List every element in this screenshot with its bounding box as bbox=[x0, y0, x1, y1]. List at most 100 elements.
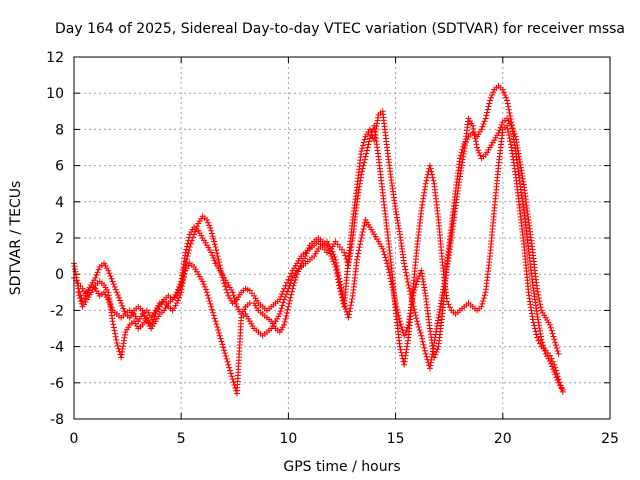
data-point bbox=[507, 138, 514, 145]
data-point bbox=[359, 145, 366, 152]
data-point bbox=[292, 276, 299, 283]
data-point bbox=[212, 244, 219, 251]
data-point bbox=[174, 286, 181, 293]
data-point bbox=[408, 294, 415, 301]
data-point bbox=[430, 177, 437, 184]
data-point bbox=[479, 123, 486, 130]
data-point bbox=[473, 141, 480, 148]
data-point bbox=[411, 309, 418, 316]
data-point bbox=[209, 306, 216, 313]
data-point bbox=[404, 324, 411, 331]
data-point bbox=[224, 289, 231, 296]
data-point bbox=[354, 253, 361, 260]
data-point bbox=[229, 289, 236, 296]
data-point bbox=[537, 301, 544, 308]
data-point bbox=[484, 109, 491, 116]
data-point bbox=[432, 351, 439, 358]
data-point bbox=[403, 269, 410, 276]
data-point bbox=[222, 283, 229, 290]
data-point bbox=[296, 265, 303, 272]
data-point bbox=[540, 345, 547, 352]
data-point bbox=[94, 269, 101, 276]
data-point bbox=[552, 339, 559, 346]
data-point bbox=[382, 254, 389, 261]
data-point bbox=[218, 338, 225, 345]
data-point bbox=[362, 153, 369, 160]
data-point bbox=[419, 335, 426, 342]
data-point bbox=[535, 294, 542, 301]
data-point bbox=[201, 283, 208, 290]
data-point bbox=[384, 263, 391, 270]
data-point bbox=[472, 135, 479, 142]
data-point bbox=[363, 150, 370, 157]
data-point bbox=[423, 177, 430, 184]
data-point bbox=[217, 335, 224, 342]
data-point bbox=[489, 92, 496, 99]
data-point bbox=[221, 350, 228, 357]
data-point bbox=[404, 278, 411, 285]
data-point bbox=[220, 344, 227, 351]
data-point bbox=[384, 260, 391, 267]
data-point bbox=[391, 293, 398, 300]
data-point bbox=[407, 291, 414, 298]
data-point bbox=[553, 374, 560, 381]
data-point bbox=[394, 309, 401, 316]
data-point bbox=[488, 94, 495, 101]
data-point bbox=[396, 315, 403, 322]
data-point bbox=[537, 304, 544, 311]
data-point bbox=[288, 288, 295, 295]
data-point bbox=[402, 330, 409, 337]
data-point bbox=[140, 310, 147, 317]
data-point bbox=[507, 112, 514, 119]
data-point bbox=[405, 282, 412, 289]
data-point bbox=[233, 300, 240, 307]
y-tick-label: 0 bbox=[55, 267, 64, 283]
data-point bbox=[554, 377, 561, 384]
data-point bbox=[486, 100, 493, 107]
data-point bbox=[114, 292, 121, 299]
data-point bbox=[485, 103, 492, 110]
data-point bbox=[214, 253, 221, 260]
y-axis-label: SDTVAR / TECUs bbox=[8, 181, 24, 296]
data-point bbox=[209, 233, 216, 240]
data-point bbox=[216, 259, 223, 266]
data-point bbox=[278, 305, 285, 312]
data-point bbox=[486, 97, 493, 104]
data-point bbox=[182, 249, 189, 256]
data-point bbox=[361, 222, 368, 229]
x-tick-label: 0 bbox=[70, 431, 79, 447]
data-point bbox=[548, 360, 555, 367]
data-point bbox=[505, 132, 512, 139]
data-point bbox=[139, 307, 146, 314]
data-point bbox=[295, 268, 302, 275]
data-point bbox=[416, 326, 423, 333]
data-point bbox=[229, 376, 236, 383]
plot-frame bbox=[73, 56, 611, 420]
data-point bbox=[510, 128, 517, 135]
data-point bbox=[476, 149, 483, 156]
data-point bbox=[200, 281, 207, 288]
data-point bbox=[559, 387, 566, 394]
data-point bbox=[208, 230, 215, 237]
data-point bbox=[364, 144, 371, 151]
data-point bbox=[325, 244, 332, 251]
data-point bbox=[118, 300, 125, 307]
data-point bbox=[331, 261, 338, 268]
data-point bbox=[380, 248, 387, 255]
data-point bbox=[391, 297, 398, 304]
data-point bbox=[297, 263, 304, 270]
data-point bbox=[347, 305, 354, 312]
data-point bbox=[289, 285, 296, 292]
data-point bbox=[211, 315, 218, 322]
data-point bbox=[112, 286, 119, 293]
data-point bbox=[333, 267, 340, 274]
data-point bbox=[366, 126, 373, 133]
data-point bbox=[511, 130, 518, 137]
data-point bbox=[423, 353, 430, 360]
data-point bbox=[184, 253, 191, 260]
data-point bbox=[421, 347, 428, 354]
data-point bbox=[534, 288, 541, 295]
data-point bbox=[386, 269, 393, 276]
data-point bbox=[546, 321, 553, 328]
data-point bbox=[406, 285, 413, 292]
